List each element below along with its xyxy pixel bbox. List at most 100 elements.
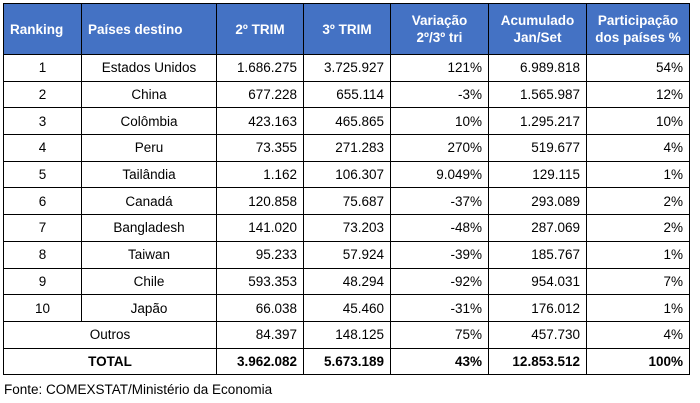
outros-acumulado: 457.730 (488, 320, 587, 349)
ranking-cell: 6 (3, 187, 82, 216)
trim3-cell: 48.294 (303, 267, 391, 296)
trim3-cell: 3.725.927 (303, 54, 391, 82)
trim3-cell: 73.203 (303, 214, 391, 242)
trim3-cell: 45.460 (303, 294, 391, 322)
trim3-cell: 655.114 (303, 80, 391, 109)
country-cell: Colômbia (81, 107, 217, 136)
source-note: Fonte: COMEXSTAT/Ministério da Economia (4, 382, 273, 397)
total-variacao: 43% (390, 347, 489, 376)
variacao-cell: -3% (390, 80, 489, 109)
acumulado-cell: 1.565.987 (488, 80, 587, 109)
participacao-cell: 2% (586, 214, 690, 242)
trim2-cell: 1.686.275 (216, 54, 304, 82)
trim2-cell: 1.162 (216, 160, 304, 189)
ranking-cell: 8 (3, 240, 82, 269)
participacao-cell: 1% (586, 240, 690, 269)
trim3-cell: 57.924 (303, 240, 391, 269)
outros-variacao: 75% (390, 320, 489, 349)
header-acumulado: Acumulado Jan/Set (488, 3, 587, 55)
variacao-cell: 270% (390, 134, 489, 162)
header-participacao-line1: Participação (597, 13, 679, 28)
participacao-cell: 2% (586, 187, 690, 216)
outros-row: Outros 84.397 148.125 75% 457.730 4% (3, 320, 690, 349)
ranking-cell: 5 (3, 160, 82, 189)
variacao-cell: -31% (390, 294, 489, 322)
table-row: 10 Japão 66.038 45.460 -31% 176.012 1% (3, 294, 690, 322)
outros-trim3: 148.125 (303, 320, 391, 349)
header-variacao: Variação 2º/3º tri (390, 3, 489, 55)
acumulado-cell: 176.012 (488, 294, 587, 322)
ranking-cell: 4 (3, 134, 82, 162)
table-row: 1 Estados Unidos 1.686.275 3.725.927 121… (3, 54, 690, 82)
export-ranking-table: Ranking Países destino 2º TRIM 3º TRIM V… (3, 3, 690, 376)
country-cell: Bangladesh (81, 214, 217, 242)
table-row: 6 Canadá 120.858 75.687 -37% 293.089 2% (3, 187, 690, 216)
variacao-cell: -48% (390, 214, 489, 242)
variacao-cell: -37% (390, 187, 489, 216)
acumulado-cell: 519.677 (488, 134, 587, 162)
variacao-cell: 9.049% (390, 160, 489, 189)
total-trim3: 5.673.189 (303, 347, 391, 376)
trim3-cell: 106.307 (303, 160, 391, 189)
header-participacao-line2: dos países % (595, 30, 681, 45)
total-row: TOTAL 3.962.082 5.673.189 43% 12.853.512… (3, 347, 690, 376)
header-variacao-line2: 2º/3º tri (416, 30, 463, 45)
trim2-cell: 593.353 (216, 267, 304, 296)
ranking-cell: 10 (3, 294, 82, 322)
participacao-cell: 1% (586, 160, 690, 189)
table-row: 5 Tailândia 1.162 106.307 9.049% 129.115… (3, 160, 690, 189)
trim2-cell: 95.233 (216, 240, 304, 269)
table-row: 4 Peru 73.355 271.283 270% 519.677 4% (3, 134, 690, 162)
header-acumulado-line1: Acumulado (500, 13, 575, 28)
acumulado-cell: 185.767 (488, 240, 587, 269)
variacao-cell: -92% (390, 267, 489, 296)
trim2-cell: 66.038 (216, 294, 304, 322)
total-acumulado: 12.853.512 (488, 347, 587, 376)
country-cell: Taiwan (81, 240, 217, 269)
table-row: 8 Taiwan 95.233 57.924 -39% 185.767 1% (3, 240, 690, 269)
country-cell: Canadá (81, 187, 217, 216)
header-acumulado-line2: Jan/Set (513, 30, 562, 45)
total-participacao: 100% (586, 347, 690, 376)
participacao-cell: 4% (586, 134, 690, 162)
outros-participacao: 4% (586, 320, 690, 349)
table-row: 3 Colômbia 423.163 465.865 10% 1.295.217… (3, 107, 690, 136)
ranking-cell: 7 (3, 214, 82, 242)
table-row: 9 Chile 593.353 48.294 -92% 954.031 7% (3, 267, 690, 296)
header-trim2: 2º TRIM (216, 3, 304, 55)
table-row: 2 China 677.228 655.114 -3% 1.565.987 12… (3, 80, 690, 109)
participacao-cell: 12% (586, 80, 690, 109)
total-trim2: 3.962.082 (216, 347, 304, 376)
acumulado-cell: 6.989.818 (488, 54, 587, 82)
participacao-cell: 10% (586, 107, 690, 136)
ranking-cell: 9 (3, 267, 82, 296)
header-paises: Países destino (81, 3, 217, 55)
trim2-cell: 423.163 (216, 107, 304, 136)
country-cell: Estados Unidos (81, 54, 217, 82)
ranking-cell: 2 (3, 80, 82, 109)
header-participacao: Participação dos países % (586, 3, 690, 55)
trim2-cell: 141.020 (216, 214, 304, 242)
country-cell: Peru (81, 134, 217, 162)
country-cell: Chile (81, 267, 217, 296)
outros-label: Outros (3, 320, 217, 349)
variacao-cell: -39% (390, 240, 489, 269)
header-variacao-line1: Variação (411, 13, 468, 28)
variacao-cell: 121% (390, 54, 489, 82)
participacao-cell: 1% (586, 294, 690, 322)
acumulado-cell: 954.031 (488, 267, 587, 296)
acumulado-cell: 1.295.217 (488, 107, 587, 136)
outros-trim2: 84.397 (216, 320, 304, 349)
country-cell: China (81, 80, 217, 109)
trim3-cell: 75.687 (303, 187, 391, 216)
country-cell: Japão (81, 294, 217, 322)
acumulado-cell: 129.115 (488, 160, 587, 189)
country-cell: Tailândia (81, 160, 217, 189)
total-label: TOTAL (3, 347, 217, 376)
table-row: 7 Bangladesh 141.020 73.203 -48% 287.069… (3, 214, 690, 242)
header-trim3: 3º TRIM (303, 3, 391, 55)
trim2-cell: 73.355 (216, 134, 304, 162)
header-row: Ranking Países destino 2º TRIM 3º TRIM V… (3, 3, 690, 55)
participacao-cell: 54% (586, 54, 690, 82)
trim2-cell: 677.228 (216, 80, 304, 109)
